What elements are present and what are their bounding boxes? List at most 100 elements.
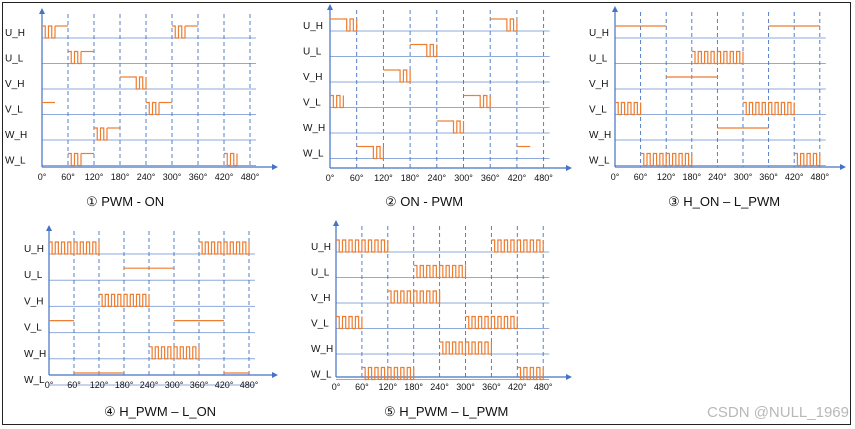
angle-tick-label: 240°: [140, 380, 159, 390]
angle-tick-label: 360°: [189, 172, 208, 182]
angle-tick-label: 420°: [508, 382, 527, 392]
wave-pwm-segment: [224, 152, 238, 167]
signal-label: U_L: [311, 268, 330, 279]
wave-pwm-segment: [94, 127, 108, 141]
signal-label: V_H: [303, 72, 322, 83]
angle-tick-label: 120°: [374, 173, 393, 183]
wave-pwm-segment: [199, 241, 250, 255]
wave-pwm-segment: [396, 69, 411, 83]
angle-tick-label: 60°: [61, 172, 75, 182]
x-axis-arrow: [272, 372, 278, 378]
angle-tick-label: 480°: [240, 380, 259, 390]
angle-tick-label: 480°: [241, 172, 260, 182]
wave-pwm-segment: [743, 101, 795, 116]
wave-pwm-segment: [503, 18, 518, 32]
wave-pwm-segment: [387, 290, 441, 304]
angle-tick-label: 300°: [456, 382, 475, 392]
signal-label: U_H: [5, 28, 25, 39]
y-axis-arrow: [327, 4, 333, 10]
wave-pwm-segment: [423, 43, 438, 58]
y-axis-arrow: [333, 220, 339, 226]
angle-tick-label: 60°: [350, 173, 364, 183]
wave-pwm-segment: [336, 239, 389, 253]
wave-pwm-segment: [343, 18, 358, 32]
wave-pwm-segment: [99, 293, 150, 307]
signal-label: U_L: [24, 270, 43, 281]
angle-tick-label: 240°: [137, 172, 156, 182]
signal-label: U_L: [5, 54, 24, 65]
wave-pwm-segment: [413, 264, 467, 279]
wave-pwm-segment: [68, 152, 82, 167]
wave-pwm-segment: [133, 76, 147, 90]
wave-pwm-segment: [42, 25, 56, 39]
wave-pwm-segment: [640, 152, 693, 167]
angle-tick-label: 60°: [634, 172, 648, 182]
signal-label: U_H: [311, 242, 331, 253]
wave-pwm-segment: [49, 241, 100, 255]
signal-label: W_L: [24, 375, 45, 386]
angle-tick-label: 360°: [482, 382, 501, 392]
angle-tick-label: 60°: [355, 382, 369, 392]
angle-tick-label: 480°: [534, 382, 553, 392]
signal-label: W_H: [24, 349, 46, 360]
angle-tick-label: 0°: [38, 172, 47, 182]
wave-pwm-segment: [465, 315, 518, 330]
wave-pwm-segment: [450, 120, 465, 134]
x-axis-arrow: [566, 165, 572, 171]
angle-tick-label: 420°: [785, 172, 804, 182]
y-axis-arrow: [46, 225, 52, 231]
angle-tick-label: 300°: [165, 380, 184, 390]
angle-tick-label: 300°: [454, 173, 473, 183]
wave-pwm-segment: [476, 94, 491, 109]
wave-pwm-segment: [615, 101, 642, 116]
angle-tick-label: 180°: [404, 382, 423, 392]
angle-tick-label: 420°: [508, 173, 527, 183]
signal-label: V_L: [5, 105, 23, 116]
signal-label: V_L: [589, 105, 607, 116]
signal-label: V_H: [589, 79, 608, 90]
angle-tick-label: 0°: [326, 173, 335, 183]
angle-tick-label: 120°: [90, 380, 109, 390]
signal-label: V_L: [311, 319, 329, 330]
angle-tick-label: 420°: [215, 172, 234, 182]
signal-label: U_H: [589, 28, 609, 39]
signal-label: W_H: [589, 130, 611, 141]
angle-tick-label: 0°: [332, 382, 341, 392]
wave-pwm-segment: [68, 50, 82, 65]
wave-pwm-segment: [517, 366, 544, 381]
wave-pwm-segment: [149, 346, 200, 360]
wave-pwm-segment: [172, 25, 186, 39]
y-axis-arrow: [39, 8, 45, 14]
signal-label: W_L: [589, 156, 610, 167]
x-axis-arrow: [272, 164, 278, 170]
signal-label: V_L: [24, 323, 42, 334]
angle-tick-label: 120°: [378, 382, 397, 392]
wave-pwm-segment: [439, 341, 492, 355]
signal-label: W_H: [303, 123, 325, 134]
angle-tick-label: 240°: [427, 173, 446, 183]
angle-tick-label: 240°: [430, 382, 449, 392]
angle-tick-label: 480°: [534, 173, 553, 183]
angle-tick-label: 180°: [682, 172, 701, 182]
signal-label: W_H: [311, 344, 333, 355]
angle-tick-label: 180°: [111, 172, 130, 182]
signal-label: W_H: [5, 130, 27, 141]
angle-tick-label: 420°: [215, 380, 234, 390]
diagram-caption-2: ② ON - PWM: [385, 194, 464, 209]
wave-pwm-segment: [794, 152, 821, 167]
signal-label: V_H: [5, 79, 24, 90]
wave-pwm-segment: [146, 101, 160, 116]
angle-tick-label: 300°: [734, 172, 753, 182]
wave-pwm-segment: [491, 239, 544, 253]
x-axis-arrow: [566, 374, 572, 380]
signal-label: U_H: [24, 244, 44, 255]
angle-tick-label: 360°: [190, 380, 209, 390]
wave-pwm-segment: [336, 315, 363, 330]
angle-tick-label: 180°: [115, 380, 134, 390]
signal-label: W_L: [311, 370, 332, 381]
figure-frame: [2, 2, 851, 425]
signal-label: W_L: [5, 156, 26, 167]
signal-label: U_L: [589, 54, 608, 65]
watermark: CSDN @NULL_1969: [707, 404, 849, 421]
